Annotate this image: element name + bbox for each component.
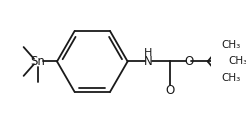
Text: H: H	[144, 48, 152, 58]
Text: O: O	[165, 84, 174, 97]
Text: CH₃: CH₃	[222, 40, 241, 50]
Text: CH₃: CH₃	[229, 57, 246, 66]
Text: Sn: Sn	[31, 55, 46, 68]
Text: N: N	[144, 55, 152, 68]
Text: CH₃: CH₃	[222, 73, 241, 83]
Text: O: O	[184, 55, 193, 68]
